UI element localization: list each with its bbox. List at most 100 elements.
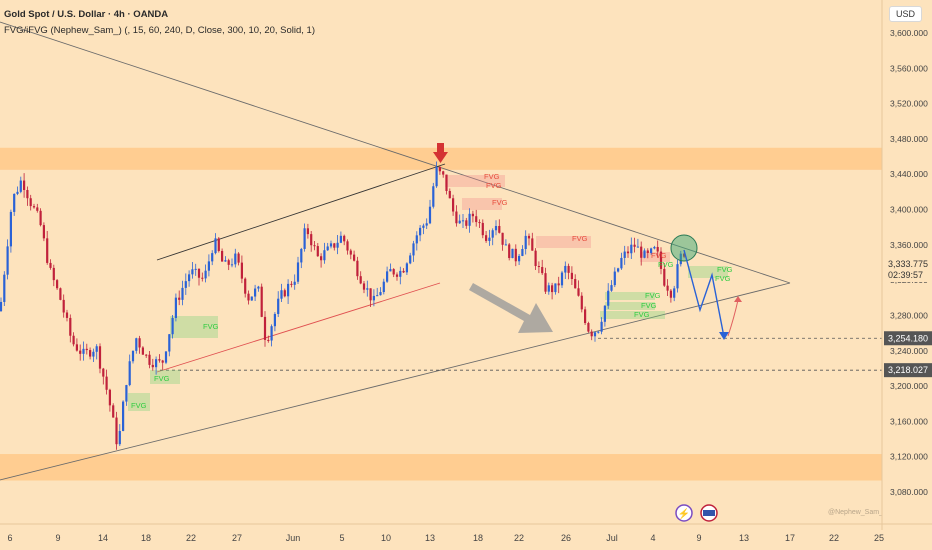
candle-body (372, 295, 375, 301)
candle-body (405, 263, 408, 273)
watermark: @Nephew_Sam_ (828, 509, 883, 516)
fvg-zone-bullish (170, 316, 218, 338)
candle-body (527, 235, 531, 239)
time-tick-label: 26 (561, 533, 571, 543)
candle-body (49, 262, 52, 268)
candle-body (676, 264, 679, 289)
candle-body (23, 180, 26, 190)
candle-body (438, 167, 441, 172)
time-axis[interactable]: 6 9 14 18 22 27 Jun 5 10 13 18 22 26 Jul 4 9 13 17 22 25 (0, 523, 932, 543)
candle-body (458, 220, 461, 224)
candle-body (227, 260, 230, 265)
time-tick-label: 14 (98, 533, 108, 543)
time-tick-label: 6 (7, 533, 12, 543)
candle-body (296, 262, 300, 282)
candle-body (445, 174, 448, 191)
candle-body (9, 211, 12, 247)
fvg-zone-bearish (462, 198, 502, 210)
candle-body (485, 235, 488, 241)
countdown-value: 02:39:57 (888, 270, 923, 280)
candle-body (442, 171, 445, 175)
candle-body (161, 360, 164, 363)
currency-button[interactable]: USD (888, 6, 922, 22)
candle-body (541, 266, 544, 274)
down-arrow-icon (433, 152, 448, 163)
candle-body (293, 281, 296, 285)
time-tick-label: 9 (696, 533, 701, 543)
candle-body (468, 213, 471, 226)
price-tick-label: 3,400.000 (890, 205, 928, 215)
candle-body (118, 430, 121, 445)
candle-body (419, 227, 422, 236)
price-tick-label: 3,440.000 (890, 169, 928, 179)
time-tick-label: 27 (232, 533, 242, 543)
candle-body (359, 276, 362, 284)
candle-body (234, 253, 237, 265)
candle-body (587, 323, 590, 332)
candle-body (72, 335, 75, 345)
candle-body (46, 238, 49, 263)
candle-body (376, 295, 379, 297)
lightning-icon (675, 504, 693, 522)
candle-body (478, 222, 481, 224)
fvg-zone-bullish (150, 370, 180, 384)
candle-body (105, 376, 108, 390)
candle-body (62, 299, 65, 313)
symbol-title[interactable]: Gold Spot / U.S. Dollar · 4h · OANDA (4, 9, 169, 20)
candle-body (395, 274, 399, 277)
candle-body (537, 266, 540, 268)
time-tick-label: 10 (381, 533, 391, 543)
candle-body (626, 251, 630, 254)
candle-body (69, 317, 72, 336)
price-tick-label: 3,520.000 (890, 99, 928, 109)
channel-lower-line (156, 282, 441, 373)
candle-body (273, 313, 276, 327)
candle-body (36, 207, 39, 211)
candle-body (399, 270, 402, 277)
candle-body (333, 243, 336, 248)
blue-arrowhead (719, 332, 729, 340)
level-tag-3254 (884, 331, 932, 346)
price-tick-label: 3,360.000 (890, 240, 928, 250)
candle-body (171, 317, 174, 335)
candle-body (211, 253, 214, 262)
candle-body (471, 213, 474, 217)
time-tick-label: 9 (55, 533, 60, 543)
fvg-label: FVG (484, 172, 500, 181)
candle-body (6, 246, 9, 275)
candles (0, 161, 686, 450)
candle-body (191, 269, 194, 275)
candle-body (326, 246, 329, 251)
candle-body (574, 279, 577, 289)
candle-body (224, 260, 227, 262)
candle-body (19, 180, 22, 192)
candle-body (141, 347, 144, 355)
candle-body (145, 354, 148, 356)
candle-body (151, 364, 154, 368)
time-tick-label: 4 (650, 533, 655, 543)
candle-body (666, 285, 669, 291)
fvg-label: FVG (641, 301, 657, 310)
candle-body (369, 288, 372, 301)
candle-body (551, 285, 554, 293)
candle-body (623, 251, 626, 258)
candle-body (597, 331, 600, 333)
candle-body (244, 278, 247, 294)
candle-body (640, 246, 643, 258)
candle-body (148, 354, 151, 365)
price-tick-label: 3,560.000 (890, 63, 928, 73)
candle-body (320, 256, 323, 261)
fvg-label: FVG (717, 265, 733, 274)
candle-body (201, 277, 204, 279)
candle-body (135, 338, 138, 351)
candle-body (79, 350, 82, 354)
current-price-value: 3,333.775 (888, 259, 928, 269)
indicator-legend[interactable]: FVG/iFVG (Nephew_Sam_) (, 15, 60, 240, D… (4, 25, 316, 36)
candle-body (16, 191, 19, 194)
fvg-boxes (128, 175, 728, 411)
fvg-zone-bullish (605, 292, 655, 300)
candle-body (633, 244, 636, 247)
candle-body (356, 260, 359, 277)
candle-body (636, 246, 639, 248)
